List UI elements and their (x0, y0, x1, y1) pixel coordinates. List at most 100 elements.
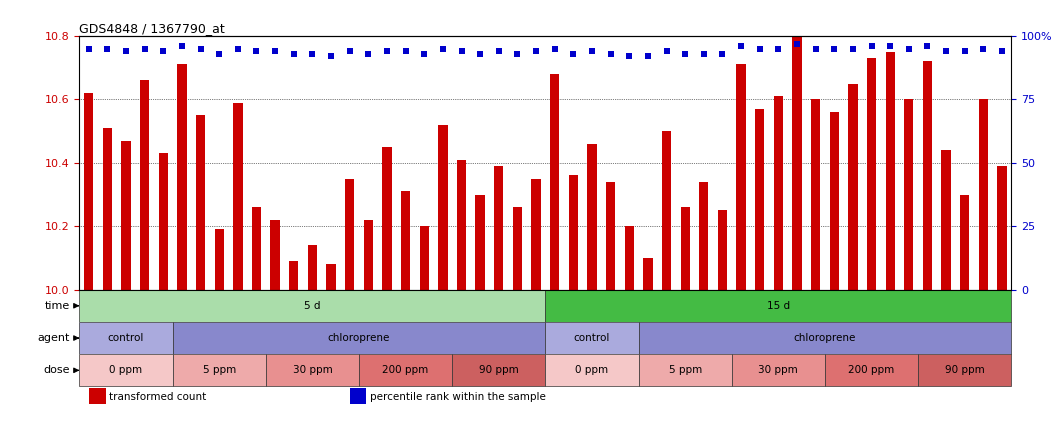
Bar (588, 144, 596, 290)
Bar (140, 80, 149, 290)
Point (80, 45, 97, 52)
Point (603, 50, 620, 57)
Bar (289, 261, 299, 290)
Bar (456, 159, 466, 290)
Bar (904, 99, 914, 290)
Bar (941, 150, 951, 290)
Bar (252, 207, 262, 290)
Point (285, 50, 302, 57)
Text: 30 ppm: 30 ppm (758, 365, 798, 375)
Point (919, 43, 936, 49)
Point (621, 53, 638, 60)
Text: GDS4848 / 1367790_at: GDS4848 / 1367790_at (79, 22, 226, 35)
Text: 5 d: 5 d (304, 301, 321, 311)
Point (584, 48, 600, 55)
Bar (401, 191, 410, 290)
Point (453, 48, 470, 55)
Text: 15 d: 15 d (767, 301, 790, 311)
Point (416, 50, 433, 57)
Bar (774, 96, 783, 290)
Text: time: time (44, 301, 70, 311)
Bar (639, 322, 1011, 354)
Bar (825, 354, 918, 387)
Text: agent: agent (38, 333, 70, 343)
Bar (918, 354, 1011, 387)
Bar (718, 210, 728, 290)
Bar (177, 64, 186, 290)
Point (341, 48, 358, 55)
Point (826, 45, 843, 52)
Text: 90 ppm: 90 ppm (479, 365, 519, 375)
Bar (699, 182, 708, 290)
Point (640, 53, 657, 60)
Bar (545, 290, 1011, 322)
Point (267, 48, 284, 55)
Point (975, 45, 992, 52)
Bar (89, 388, 106, 404)
Text: 0 ppm: 0 ppm (109, 365, 143, 375)
Point (137, 45, 154, 52)
Text: 5 ppm: 5 ppm (668, 365, 702, 375)
Text: 90 ppm: 90 ppm (945, 365, 985, 375)
Text: 200 ppm: 200 ppm (382, 365, 429, 375)
Bar (452, 354, 545, 387)
Text: percentile rank within the sample: percentile rank within the sample (371, 392, 546, 402)
Bar (792, 20, 802, 290)
Point (863, 43, 880, 49)
Bar (681, 207, 689, 290)
Point (564, 50, 581, 57)
Point (751, 45, 768, 52)
Bar (326, 264, 336, 290)
Point (192, 45, 209, 52)
Point (882, 43, 899, 49)
Bar (513, 207, 522, 290)
Bar (79, 322, 173, 354)
Bar (159, 153, 168, 290)
Bar (922, 61, 932, 290)
Point (155, 48, 172, 55)
Bar (639, 354, 732, 387)
Bar (122, 140, 130, 290)
Point (527, 48, 544, 55)
Point (937, 48, 954, 55)
Bar (79, 354, 173, 387)
Bar (475, 195, 485, 290)
Bar (270, 220, 280, 290)
Point (677, 50, 694, 57)
Bar (308, 245, 317, 290)
Bar (84, 93, 93, 290)
Bar (736, 64, 746, 290)
Bar (349, 388, 366, 404)
Bar (233, 102, 243, 290)
Point (434, 45, 451, 52)
Text: 200 ppm: 200 ppm (848, 365, 895, 375)
Bar (545, 354, 639, 387)
Text: chloroprene: chloroprene (794, 333, 856, 343)
Point (211, 50, 228, 57)
Point (696, 50, 713, 57)
Bar (625, 226, 634, 290)
Bar (998, 166, 1007, 290)
Point (98, 45, 115, 52)
Point (471, 50, 488, 57)
Point (304, 50, 321, 57)
Text: 5 ppm: 5 ppm (202, 365, 236, 375)
Bar (438, 125, 448, 290)
Point (490, 48, 507, 55)
Bar (755, 109, 765, 290)
Text: transformed count: transformed count (109, 392, 207, 402)
Bar (867, 58, 876, 290)
Bar (885, 52, 895, 290)
Point (118, 48, 134, 55)
Bar (606, 182, 615, 290)
Point (733, 43, 750, 49)
Bar (979, 99, 988, 290)
Bar (848, 83, 858, 290)
Point (248, 48, 265, 55)
Point (770, 45, 787, 52)
Point (956, 48, 973, 55)
Bar (550, 74, 559, 290)
Point (900, 45, 917, 52)
Text: dose: dose (43, 365, 70, 375)
Point (714, 50, 731, 57)
